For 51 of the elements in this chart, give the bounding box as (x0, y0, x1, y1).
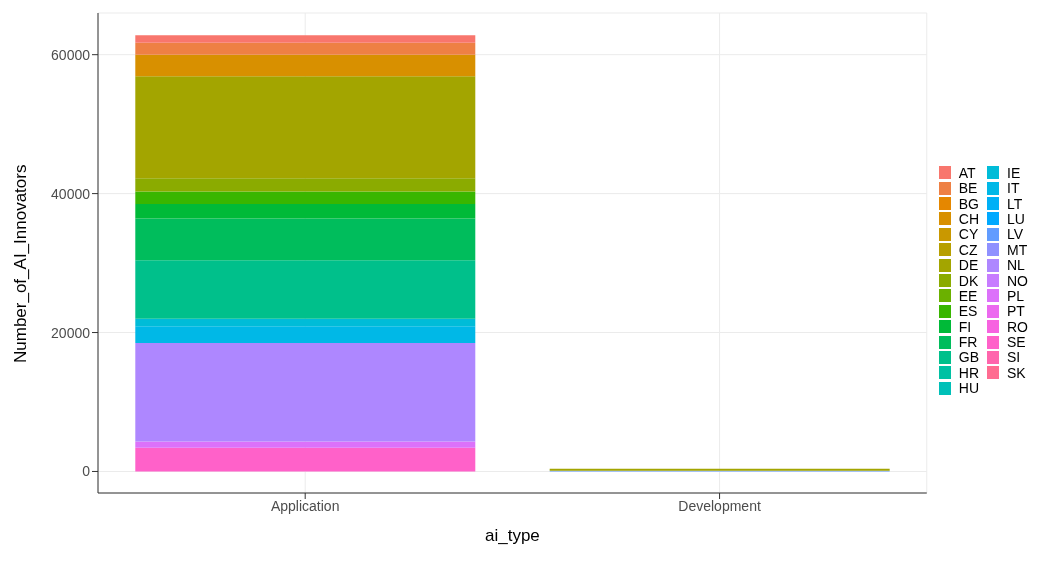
legend-label: FR (958, 334, 978, 351)
legend-label: HR (958, 364, 979, 381)
legend-label: DE (958, 257, 979, 274)
legend-label: IE (1007, 164, 1021, 181)
legend-label: MT (1007, 241, 1028, 258)
y-tick-label: 20000 (51, 324, 91, 341)
bar (135, 35, 476, 43)
legend-label: LT (1007, 195, 1023, 212)
legend-label: PT (1007, 303, 1025, 320)
legend-label: NO (1007, 272, 1028, 289)
bar (135, 42, 476, 55)
bar (135, 441, 476, 448)
legend-label: DK (958, 272, 979, 289)
y-tick-label: 0 (82, 463, 91, 480)
legend-label: SE (1007, 334, 1026, 351)
bar (135, 204, 476, 219)
bar (135, 447, 476, 472)
y-tick-label: 60000 (51, 46, 91, 63)
legend-label: BE (958, 180, 978, 197)
x-tick-label: Application (270, 497, 340, 514)
bar (135, 342, 476, 442)
legend-label: SK (1007, 364, 1026, 381)
legend-label: SI (1007, 349, 1021, 366)
legend-label: CZ (958, 241, 978, 258)
legend-label: LV (1007, 226, 1024, 243)
legend-label: BG (958, 195, 979, 212)
legend-label: HU (958, 380, 979, 397)
legend-label: ES (958, 303, 978, 320)
bar (135, 218, 476, 261)
legend-label: GB (958, 349, 979, 366)
legend-label: EE (958, 287, 978, 304)
legend-label: IT (1007, 180, 1020, 197)
y-axis-title: Number_of_AI_Innovators (11, 164, 31, 363)
bar (135, 318, 476, 327)
legend-label: FI (958, 318, 972, 335)
legend-label: RO (1007, 318, 1028, 335)
x-tick-label: Development (678, 497, 761, 514)
x-axis-title: ai_type (484, 526, 540, 545)
y-tick-label: 40000 (51, 185, 91, 202)
bar (135, 76, 476, 179)
legend-label: AT (958, 164, 976, 181)
legend-label: LU (1007, 210, 1025, 227)
bar (135, 54, 476, 77)
bar (135, 326, 476, 343)
bar (135, 191, 476, 205)
legend-label: CH (958, 210, 979, 227)
legend-label: NL (1007, 257, 1025, 274)
legend-label: CY (958, 226, 979, 243)
bar (135, 260, 476, 319)
bar (135, 178, 476, 192)
legend-label: PL (1007, 287, 1025, 304)
